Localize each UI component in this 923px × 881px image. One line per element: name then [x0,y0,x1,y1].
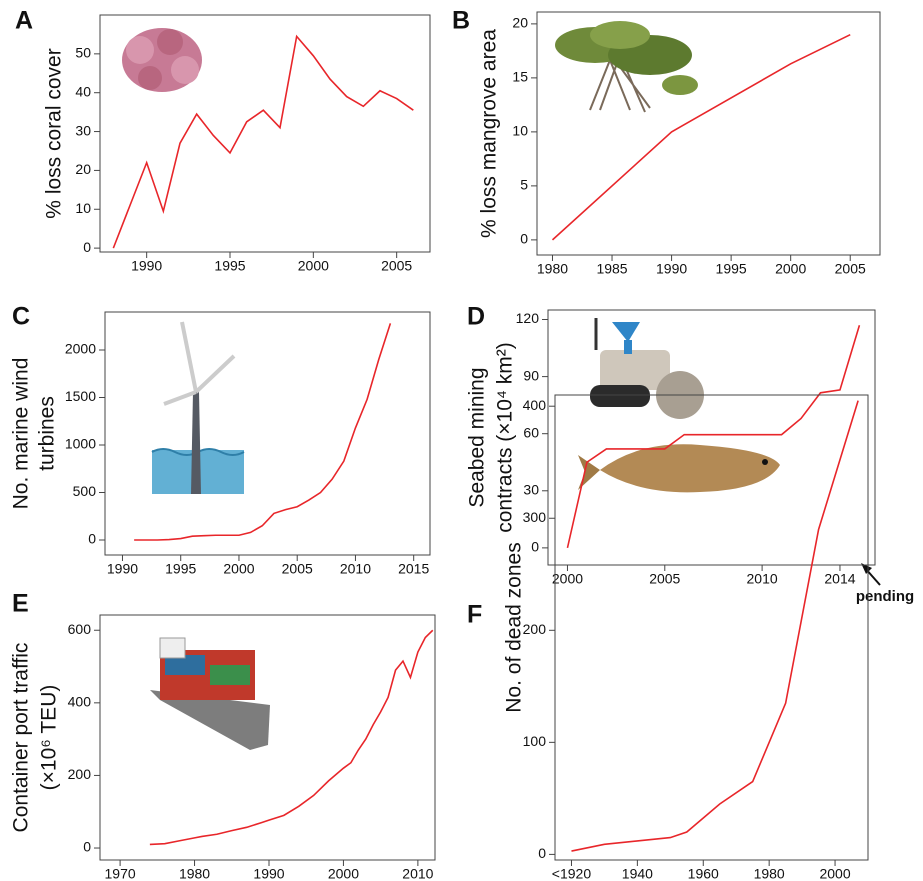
x-tick-label: 1980 [754,866,785,881]
panel-letter: B [452,7,470,35]
plot-frame [547,309,876,566]
x-tick-label: 2000 [298,258,329,274]
y-tick-label: 15 [512,69,528,85]
y-tick-label: 40 [75,83,91,99]
y-tick-label: 60 [523,424,539,440]
x-tick-label: 1990 [107,561,138,577]
y-tick-label: 50 [75,45,91,61]
panel-letter: C [12,303,30,331]
y-tick-label: 0 [83,839,91,855]
x-tick-label: 1980 [179,866,210,881]
y-tick-label: 500 [73,483,97,499]
y-tick-label: 600 [68,621,92,637]
x-tick-label: 2010 [340,561,371,577]
y-tick-label: 100 [523,733,547,749]
y-axis-label: Seabed mining [466,367,489,507]
x-tick-label: 2010 [402,866,433,881]
y-tick-label: 30 [523,481,539,497]
y-axis-label: contracts (×10⁴ km²) [494,342,517,533]
x-tick-label: 1980 [537,261,568,277]
y-tick-label: 300 [523,509,547,525]
x-tick-label: <1920 [552,866,592,881]
plot-frame [536,11,881,256]
plot-frame [554,394,869,861]
x-tick-label: 2010 [747,571,778,587]
y-axis-label: % loss coral cover [43,48,66,218]
data-line [134,323,392,541]
data-line [551,33,851,241]
y-tick-label: 5 [520,177,528,193]
y-tick-label: 2000 [65,341,96,357]
y-tick-label: 10 [512,123,528,139]
x-tick-label: 1995 [165,561,196,577]
x-tick-label: 1970 [105,866,136,881]
x-tick-label: 2005 [835,261,866,277]
y-tick-label: 90 [523,367,539,383]
y-tick-label: 200 [523,621,547,637]
y-tick-label: 1000 [65,436,96,452]
y-tick-label: 0 [88,531,96,547]
y-axis-label: No. marine wind [10,358,33,510]
x-tick-label: 2014 [824,571,855,587]
x-tick-label: 2000 [775,261,806,277]
x-tick-label: 1940 [622,866,653,881]
data-line [566,324,861,549]
data-line [149,629,434,846]
x-tick-label: 1990 [656,261,687,277]
panel-letter: D [467,303,485,331]
x-tick-label: 2000 [223,561,254,577]
y-tick-label: 200 [68,766,92,782]
plot-frame [104,311,431,556]
x-tick-label: 2000 [552,571,583,587]
wind-turbine-illustration [151,321,245,494]
y-axis-label: No. of dead zones [503,542,526,712]
fish-illustration [578,444,780,493]
y-tick-label: 400 [523,397,547,413]
y-tick-label: 120 [516,310,540,326]
ship-illustration [150,637,270,750]
x-tick-label: 2005 [282,561,313,577]
y-tick-label: 0 [520,231,528,247]
x-tick-label: 1995 [214,258,245,274]
y-tick-label: 30 [75,122,91,138]
y-axis-label: turbines [36,396,59,471]
y-tick-label: 10 [75,200,91,216]
annotation: pending [856,588,914,605]
x-tick-label: 2005 [649,571,680,587]
y-tick-label: 20 [512,15,528,31]
x-tick-label: 1960 [688,866,719,881]
x-tick-label: 1995 [716,261,747,277]
data-line [571,400,859,852]
data-line [112,34,414,249]
x-tick-label: 2005 [381,258,412,274]
x-tick-label: 1990 [253,866,284,881]
coral-illustration [122,28,202,92]
y-axis-label: Container port traffic [10,643,33,833]
y-axis-label: (×10⁶ TEU) [38,685,61,791]
y-tick-label: 0 [538,845,546,861]
plot-frame [99,614,436,861]
x-tick-label: 2000 [328,866,359,881]
plot-frame [99,14,431,253]
x-tick-label: 2015 [398,561,429,577]
panel-letter: F [467,601,482,629]
mangrove-illustration [555,21,698,113]
x-tick-label: 1990 [131,258,162,274]
x-tick-label: 2000 [819,866,850,881]
x-tick-label: 1985 [596,261,627,277]
panel-letter: A [15,7,33,35]
pending-arrow [861,563,881,586]
y-tick-label: 0 [83,239,91,255]
y-tick-label: 0 [531,539,539,555]
y-tick-label: 400 [68,694,92,710]
panel-letter: E [12,590,29,618]
mining-machine-illustration [590,318,704,419]
y-axis-label: % loss mangrove area [478,29,501,238]
y-tick-label: 20 [75,161,91,177]
y-tick-label: 1500 [65,388,96,404]
